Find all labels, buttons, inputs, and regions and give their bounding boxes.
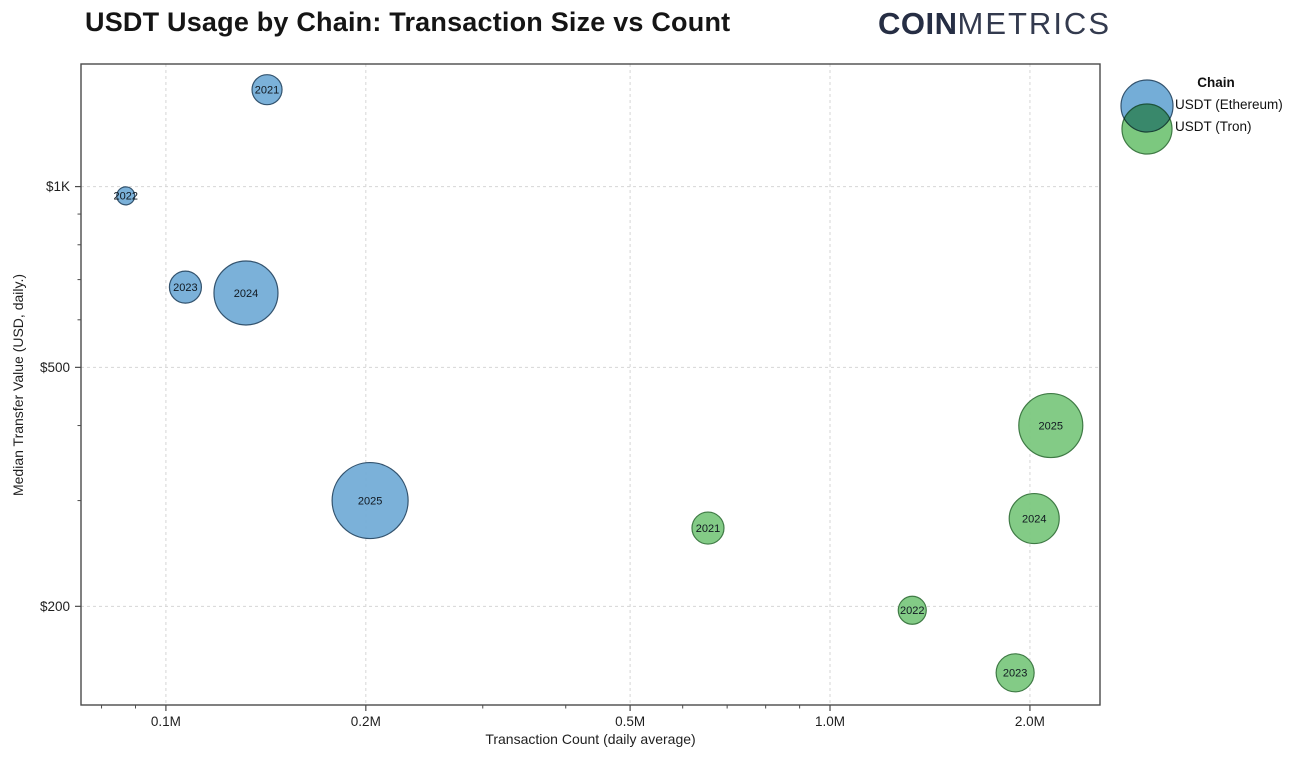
- bubble-year-label: 2023: [1003, 668, 1027, 680]
- legend-swatch-circles-icon: [1120, 79, 1174, 155]
- coinmetrics-logo: COINMETRICS: [878, 6, 1111, 42]
- x-tick-label: 1.0M: [815, 714, 845, 729]
- legend-item-usdt-ethereum: USDT (Ethereum): [1175, 97, 1283, 112]
- legend-title: Chain: [1197, 75, 1235, 90]
- bubble-year-label: 2025: [358, 495, 382, 507]
- chart-title: USDT Usage by Chain: Transaction Size vs…: [85, 7, 731, 37]
- logo-metrics-text: METRICS: [957, 6, 1111, 41]
- bubble-year-label: 2023: [173, 282, 197, 294]
- bubble-year-label: 2025: [1039, 420, 1063, 432]
- bubble-year-label: 2021: [255, 85, 279, 97]
- bubble-usdt-tron-2024: [1008, 492, 1060, 545]
- bubble-usdt-tron-2023: [995, 653, 1035, 693]
- bubble-year-label: 2021: [696, 523, 720, 535]
- x-axis-title: Transaction Count (daily average): [485, 731, 696, 747]
- x-tick-label: 0.5M: [615, 714, 645, 729]
- bubble-usdt-tron-2025: [1018, 392, 1084, 459]
- bubble-year-label: 2024: [234, 288, 258, 300]
- y-axis-title: Median Transfer Value (USD, daily.): [10, 274, 26, 497]
- legend-circle-icon: [1121, 103, 1173, 155]
- bubble-usdt-ethereum-2025: [331, 461, 409, 540]
- y-tick-label: $1K: [46, 179, 70, 194]
- bubble-usdt-tron-2021: [691, 511, 725, 545]
- bubble-usdt-ethereum-2023: [168, 270, 203, 304]
- y-tick-label: $200: [40, 599, 70, 614]
- y-tick-label: $500: [40, 360, 70, 375]
- bubble-usdt-ethereum-2021: [251, 74, 283, 106]
- x-tick-label: 0.2M: [351, 714, 381, 729]
- bubble-year-label: 2022: [113, 191, 137, 203]
- bubble-usdt-ethereum-2022: [116, 186, 136, 206]
- legend-item-usdt-tron: USDT (Tron): [1175, 119, 1252, 134]
- x-tick-label: 0.1M: [151, 714, 181, 729]
- bubble-year-label: 2022: [900, 605, 924, 617]
- x-tick-label: 2.0M: [1015, 714, 1045, 729]
- bubble-usdt-ethereum-2024: [213, 260, 279, 326]
- plot-border: [80, 63, 1101, 706]
- bubble-usdt-tron-2022: [897, 595, 927, 625]
- logo-coin-text: COIN: [878, 6, 958, 41]
- bubble-year-label: 2024: [1022, 513, 1046, 525]
